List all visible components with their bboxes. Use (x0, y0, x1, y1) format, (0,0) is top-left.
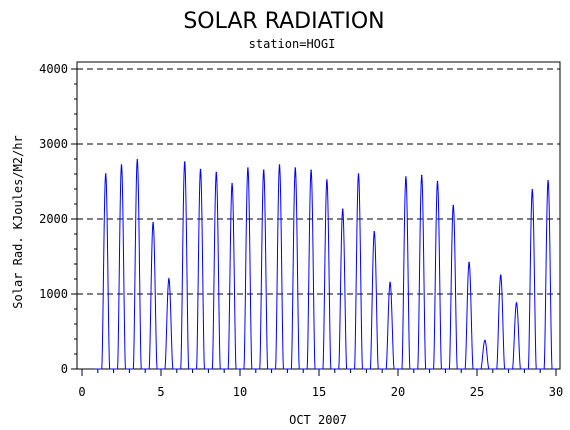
x-tick-label: 10 (233, 385, 247, 399)
peak-day-9 (231, 182, 233, 185)
peak-day-7 (199, 168, 202, 171)
x-tick-label: 25 (470, 385, 484, 399)
peak-day-24 (468, 261, 470, 264)
x-axis-label: OCT 2007 (289, 413, 347, 427)
peak-day-15 (326, 179, 328, 181)
peak-day-16 (341, 208, 344, 211)
chart-subtitle: station=HOGI (249, 37, 336, 51)
peak-day-6 (183, 161, 186, 163)
peak-day-21 (420, 174, 423, 177)
peak-day-17 (357, 173, 360, 175)
peak-day-2 (120, 164, 123, 166)
y-tick-label: 2000 (39, 212, 68, 226)
x-tick-label: 5 (157, 385, 164, 399)
peak-day-4 (152, 221, 154, 224)
daily-peaks (104, 158, 549, 342)
peak-day-13 (294, 167, 297, 169)
y-tick-label: 4000 (39, 62, 68, 76)
peak-day-27 (515, 302, 518, 304)
x-tick-label: 30 (549, 385, 563, 399)
x-tick-label: 20 (391, 385, 405, 399)
y-tick-label: 1000 (39, 287, 68, 301)
peak-day-3 (136, 158, 139, 161)
plot-frame (76, 61, 561, 370)
peak-day-25 (484, 339, 486, 342)
y-tick-label: 0 (61, 362, 68, 376)
peak-day-20 (405, 176, 407, 178)
y-axis: 0 1000 2000 3000 4000 (39, 62, 77, 376)
peak-day-19 (389, 281, 391, 284)
x-axis: 0 5 10 15 20 25 30 (78, 369, 563, 399)
peak-day-5 (168, 278, 170, 280)
gridlines (77, 68, 560, 295)
x-tick-label: 15 (312, 385, 326, 399)
peak-day-8 (215, 171, 218, 174)
peak-day-1 (104, 173, 107, 175)
peak-day-12 (278, 164, 281, 166)
peak-day-22 (436, 180, 439, 183)
peak-day-23 (452, 204, 455, 207)
peak-day-29 (547, 179, 549, 182)
peak-day-10 (247, 167, 249, 169)
peak-day-11 (262, 169, 265, 172)
x-tick-label: 0 (78, 385, 85, 399)
peak-day-26 (499, 274, 502, 277)
chart-title: SOLAR RADIATION (183, 9, 384, 34)
y-axis-label: Solar Rad. KJoules/M2/hr (11, 135, 25, 308)
peak-day-14 (310, 169, 312, 172)
peak-day-18 (373, 230, 376, 233)
y-tick-label: 3000 (39, 137, 68, 151)
solar-radiation-series-line (94, 159, 556, 370)
peak-day-28 (531, 188, 534, 191)
